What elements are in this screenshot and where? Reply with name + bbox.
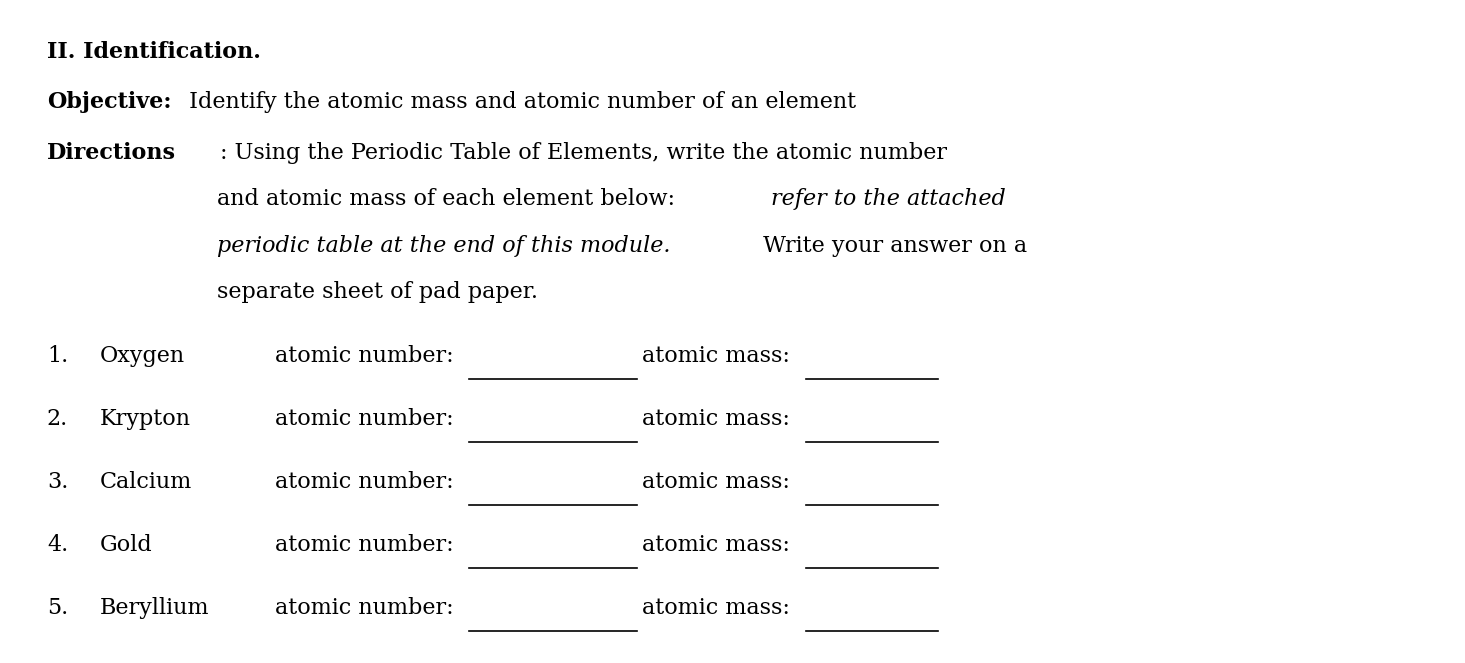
Text: 3.: 3. xyxy=(47,471,69,493)
Text: 4.: 4. xyxy=(47,534,69,556)
Text: atomic mass:: atomic mass: xyxy=(642,534,790,556)
Text: Write your answer on a: Write your answer on a xyxy=(756,235,1027,257)
Text: II. Identification.: II. Identification. xyxy=(47,41,261,63)
Text: atomic number:: atomic number: xyxy=(275,597,454,619)
Text: Identify the atomic mass and atomic number of an element: Identify the atomic mass and atomic numb… xyxy=(182,91,856,113)
Text: Calcium: Calcium xyxy=(100,471,192,493)
Text: atomic number:: atomic number: xyxy=(275,534,454,556)
Text: and atomic mass of each element below:: and atomic mass of each element below: xyxy=(217,188,681,210)
Text: 1.: 1. xyxy=(47,345,69,367)
Text: atomic mass:: atomic mass: xyxy=(642,408,790,430)
Text: 2.: 2. xyxy=(47,408,69,430)
Text: periodic table at the end of this module.: periodic table at the end of this module… xyxy=(217,235,671,257)
Text: refer to the attached: refer to the attached xyxy=(771,188,1005,210)
Text: separate sheet of pad paper.: separate sheet of pad paper. xyxy=(217,281,538,303)
Text: Oxygen: Oxygen xyxy=(100,345,185,367)
Text: Gold: Gold xyxy=(100,534,152,556)
Text: atomic mass:: atomic mass: xyxy=(642,471,790,493)
Text: Krypton: Krypton xyxy=(100,408,190,430)
Text: atomic mass:: atomic mass: xyxy=(642,597,790,619)
Text: Directions: Directions xyxy=(47,142,176,164)
Text: atomic number:: atomic number: xyxy=(275,408,454,430)
Text: atomic number:: atomic number: xyxy=(275,345,454,367)
Text: atomic mass:: atomic mass: xyxy=(642,345,790,367)
Text: Beryllium: Beryllium xyxy=(100,597,209,619)
Text: Objective:: Objective: xyxy=(47,91,171,113)
Text: 5.: 5. xyxy=(47,597,69,619)
Text: atomic number:: atomic number: xyxy=(275,471,454,493)
Text: : Using the Periodic Table of Elements, write the atomic number: : Using the Periodic Table of Elements, … xyxy=(220,142,946,164)
